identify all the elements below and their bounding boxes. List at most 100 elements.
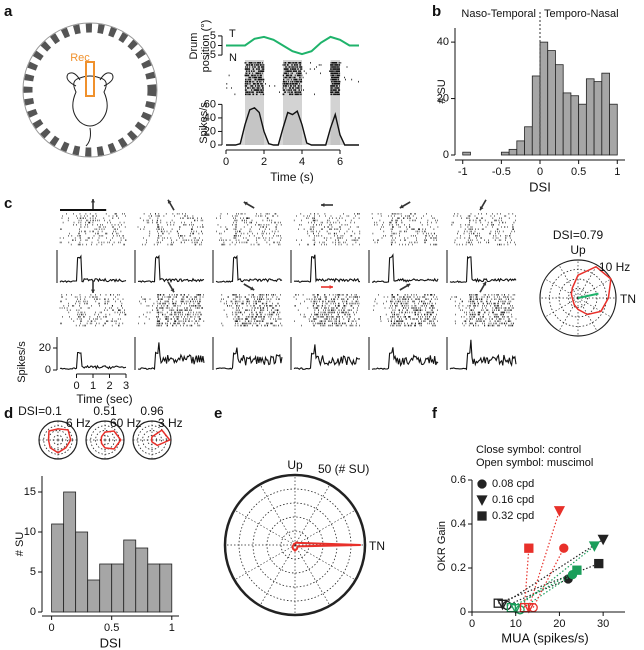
polar-scale-label: 50 (# SU) [318, 462, 369, 476]
legend-marker [477, 511, 487, 521]
polar-title: 0.96 [140, 404, 164, 418]
raster [450, 294, 517, 327]
arrow-head [479, 206, 484, 211]
x-label: Time (sec) [76, 392, 132, 406]
x-tick-label: 6 [337, 156, 343, 168]
y-tick-label: 0.2 [451, 562, 466, 574]
bar [147, 563, 161, 613]
polar-spoke [294, 509, 356, 546]
bar [87, 579, 101, 613]
bar [609, 103, 618, 156]
annotation: Naso-Temporal [461, 8, 536, 20]
polar-up-label: Up [570, 243, 586, 257]
arrow-head [321, 202, 325, 208]
arrow-head [250, 286, 255, 291]
psth-trace [449, 256, 517, 284]
y-tick-label: 15 [24, 486, 36, 498]
mouse-tail [85, 127, 91, 147]
bar [547, 50, 556, 156]
y-label: # SU [436, 79, 448, 104]
polar-ring [223, 473, 367, 617]
x-label: DSI [529, 179, 551, 194]
y-tick-label: 0 [210, 39, 216, 51]
raster [293, 213, 361, 246]
pair-line [532, 547, 565, 608]
y-tick-label: 5 [30, 566, 36, 578]
legend-marker [477, 479, 487, 489]
pair-line [523, 548, 530, 608]
psth-trace [371, 347, 439, 370]
raster [137, 213, 204, 246]
x-tick-label: -1 [458, 166, 468, 178]
bar [75, 531, 89, 613]
polar-scale-label: 10 Hz [599, 260, 630, 274]
x-tick-label: 1 [169, 622, 175, 634]
marker [594, 558, 604, 569]
raster [216, 213, 282, 246]
legend-label: 0.08 cpd [492, 478, 534, 490]
x-tick-label: 0 [469, 618, 475, 630]
x-tick-label: 2 [106, 380, 112, 392]
psth-trace [215, 347, 283, 370]
bar [578, 103, 587, 156]
y-label: Spikes/s [198, 102, 210, 144]
polar-spoke [577, 278, 612, 299]
bar [570, 95, 580, 156]
electrode-label: Rec [70, 52, 90, 64]
bar [123, 539, 137, 613]
x-tick-label: 2 [261, 156, 267, 168]
polar-spoke [544, 297, 579, 318]
drum-edge [22, 22, 158, 158]
legend-marker [476, 495, 488, 506]
arrow-head [243, 201, 248, 206]
tuning-curve [570, 265, 612, 316]
polar-spoke [558, 297, 579, 332]
y-label: Spikes/s [16, 341, 28, 383]
polar-title: 0.51 [93, 404, 117, 418]
drum-illustration: Rec [22, 22, 158, 158]
x-tick-label: 0 [223, 156, 229, 168]
pair-line [515, 545, 595, 610]
marker [493, 598, 503, 608]
x-tick-label: 1 [90, 380, 96, 392]
polar-ring [142, 430, 162, 450]
drum [23, 23, 157, 157]
x-tick-label: -0.5 [492, 166, 511, 178]
x-tick-label: 10 [510, 618, 522, 630]
y-tick-label: -5 [206, 49, 216, 61]
y-tick-label: 0 [30, 606, 36, 618]
arrow-head [406, 283, 411, 288]
y-tick-label: 20 [437, 92, 449, 104]
raster [293, 294, 360, 327]
arrow-head [482, 281, 487, 286]
raster [373, 294, 438, 327]
x-tick-label: 0.5 [571, 166, 586, 178]
x-tick-label: 1 [614, 166, 620, 178]
direction-vector [577, 292, 599, 299]
legend-title: Close symbol: control [476, 444, 581, 456]
bar [111, 563, 125, 613]
pair-line [528, 510, 561, 608]
bar [585, 78, 595, 156]
x-label: Time (s) [270, 170, 314, 184]
marker [559, 543, 569, 553]
y-tick-label: 0.6 [451, 474, 466, 486]
polar-scale-label: 3 Hz [158, 416, 183, 430]
legend-label: 0.16 cpd [492, 494, 534, 506]
bar [500, 151, 510, 156]
legend-label: 0.32 cpd [492, 510, 534, 522]
marker [588, 541, 600, 552]
psth-trace [137, 342, 205, 370]
polar-title: DSI=0.79 [553, 228, 604, 242]
polar-title: DSI=0.1 [18, 404, 62, 418]
polar-ring [568, 288, 588, 308]
arrow-head [329, 284, 333, 290]
bar [524, 126, 533, 156]
y-label: Drum [188, 33, 200, 60]
raster [220, 294, 283, 327]
x-tick-label: 30 [597, 618, 609, 630]
psth-area [226, 107, 359, 145]
raster [138, 294, 205, 327]
marker [524, 543, 534, 553]
tuning-curve [150, 429, 171, 447]
